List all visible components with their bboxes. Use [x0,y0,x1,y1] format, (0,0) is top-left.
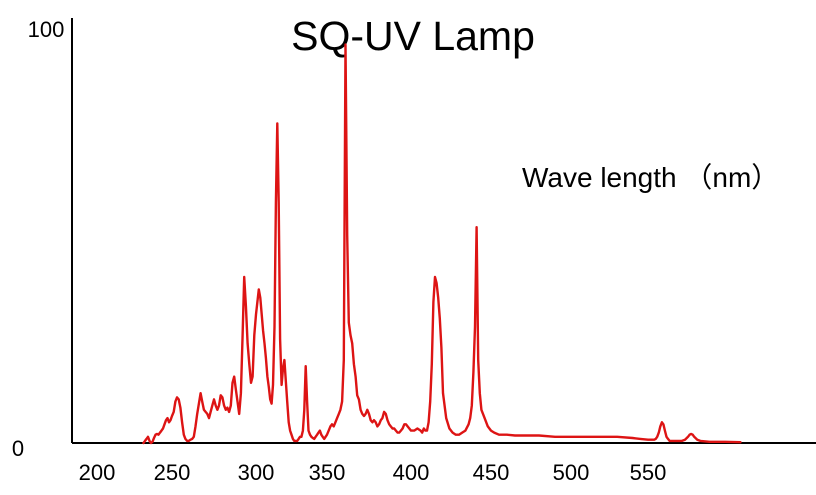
chart-title: SQ-UV Lamp [291,13,535,59]
x-tick-label: 250 [154,460,191,485]
y-tick-label: 0 [12,436,24,461]
x-tick-label: 500 [553,460,590,485]
x-tick-label: 350 [309,460,346,485]
y-axis-ticks: 0 100 [12,17,64,461]
x-tick-label: 450 [473,460,510,485]
x-axis-ticks: 200 250 300 350 400 450 500 550 [79,460,667,485]
x-tick-label: 550 [630,460,667,485]
spectrum-series-line [142,43,742,445]
x-tick-label: 300 [238,460,275,485]
series-group [142,43,742,445]
y-tick-label: 100 [28,17,65,42]
x-axis-label: Wave length （nm） [522,162,779,193]
x-tick-label: 200 [79,460,116,485]
x-tick-label: 400 [393,460,430,485]
